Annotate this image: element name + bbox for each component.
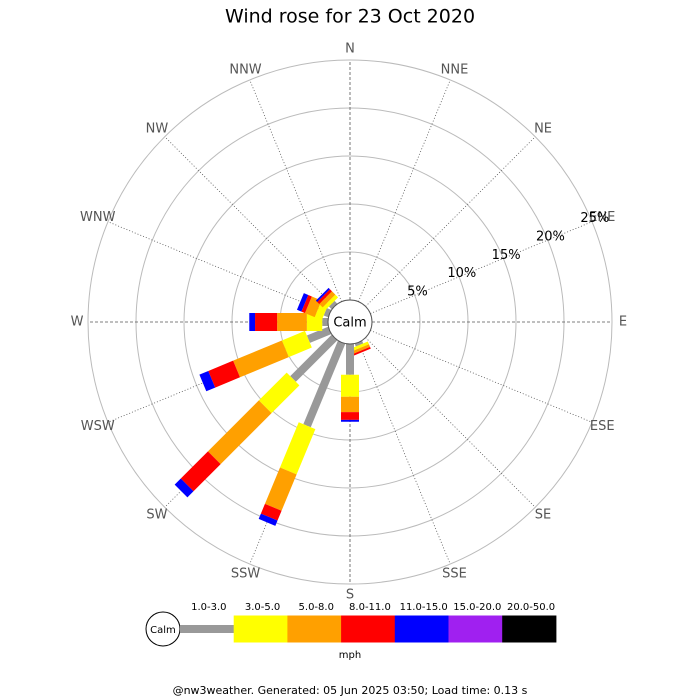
legend-label: 1.0-3.0 <box>191 602 226 613</box>
legend-swatch <box>233 615 288 643</box>
r-tick-label: 25% <box>580 211 609 226</box>
direction-label: W <box>71 315 84 330</box>
direction-label: NNE <box>441 62 469 77</box>
bar-segment <box>303 340 346 428</box>
legend-swatch <box>180 625 235 633</box>
grid-circle <box>183 155 517 489</box>
bar-segment <box>354 340 364 347</box>
bar-segment <box>323 308 332 318</box>
spoke <box>365 337 536 508</box>
r-tick-label: 20% <box>536 229 565 244</box>
direction-label: SSE <box>442 567 467 582</box>
bar-segment <box>199 370 216 392</box>
bar-segment <box>279 422 316 475</box>
legend-label: 5.0-8.0 <box>299 602 334 613</box>
direction-label: N <box>345 42 355 57</box>
direction-label: SSW <box>231 567 261 582</box>
bar-segment <box>328 300 338 310</box>
legend-swatch <box>502 615 557 643</box>
direction-label: NW <box>146 121 169 136</box>
spoke <box>107 221 330 314</box>
spoke <box>370 330 593 423</box>
legend-label: 3.0-5.0 <box>245 602 280 613</box>
bar-segment <box>258 372 300 414</box>
direction-label: S <box>346 588 354 603</box>
bar-segment <box>281 330 312 358</box>
direction-label: WSW <box>81 419 115 434</box>
bar-segment <box>174 478 194 498</box>
bar-segment <box>341 412 359 420</box>
bar-segment <box>208 360 240 388</box>
direction-label: E <box>619 315 627 330</box>
bar-segment <box>207 400 272 465</box>
bar-segment <box>341 396 359 413</box>
bar-segment <box>306 326 332 343</box>
r-tick-label: 10% <box>447 266 476 281</box>
grid-circle <box>87 59 613 585</box>
calm-circle <box>327 299 373 345</box>
legend-unit: mph <box>339 650 361 661</box>
bar-segment <box>249 313 256 331</box>
bar-segment <box>315 287 330 302</box>
bar-segment <box>346 344 354 375</box>
bar-segment <box>264 467 297 511</box>
spoke <box>249 79 342 302</box>
direction-label: ESE <box>590 419 615 434</box>
bar-segment <box>319 291 336 308</box>
bar-segment <box>317 289 332 304</box>
direction-label: NNW <box>229 62 261 77</box>
direction-label: SW <box>146 508 167 523</box>
legend-swatch <box>341 615 396 643</box>
bar-segment <box>296 293 309 312</box>
legend-swatch <box>287 615 342 643</box>
r-tick-label: 5% <box>407 285 428 300</box>
footer: @nw3weather. Generated: 05 Jun 2025 03:5… <box>173 684 528 697</box>
bar-segment <box>233 340 289 378</box>
bar-segment <box>277 313 307 331</box>
direction-label: ENE <box>589 210 615 225</box>
bar-segment <box>260 503 282 521</box>
bar-segment <box>180 451 221 492</box>
legend-calm-label: Calm <box>150 625 176 636</box>
legend-label: 8.0-11.0 <box>349 602 391 613</box>
legend-swatch <box>394 615 449 643</box>
bar-segment <box>351 341 369 352</box>
bar-segment <box>301 294 312 314</box>
direction-label: SE <box>535 508 551 523</box>
bar-segment <box>255 313 278 331</box>
legend-label: 15.0-20.0 <box>453 602 501 613</box>
legend-swatch <box>448 615 503 643</box>
spoke <box>370 221 593 314</box>
spoke <box>358 79 451 302</box>
bar-segment <box>352 344 371 354</box>
direction-label: WNW <box>80 210 116 225</box>
bar-segment <box>341 374 359 397</box>
spoke <box>164 136 335 307</box>
bar-segment <box>322 318 328 326</box>
legend-label: 11.0-15.0 <box>400 602 448 613</box>
bar-segment <box>258 513 278 526</box>
direction-label: NE <box>534 121 552 136</box>
spoke <box>358 342 451 565</box>
r-tick-label: 15% <box>492 248 521 263</box>
calm-label: Calm <box>333 316 366 331</box>
bar-segment <box>322 294 339 311</box>
spoke <box>365 136 536 307</box>
bar-segment <box>353 346 371 356</box>
bar-segment <box>290 334 338 382</box>
bar-segment <box>341 419 359 422</box>
legend-label: 20.0-50.0 <box>507 602 555 613</box>
chart-title: Wind rose for 23 Oct 2020 <box>225 6 475 28</box>
